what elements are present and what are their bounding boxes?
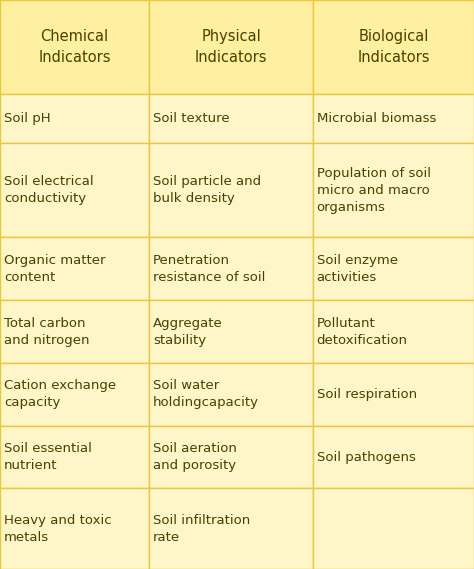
Text: Soil infiltration
rate: Soil infiltration rate [153, 514, 250, 544]
Bar [149, 489, 313, 569]
Text: Soil enzyme
activities: Soil enzyme activities [317, 254, 398, 284]
Text: Soil particle and
bulk density: Soil particle and bulk density [153, 175, 261, 205]
Text: Soil essential
nutrient: Soil essential nutrient [4, 442, 91, 472]
Bar [149, 237, 313, 300]
Text: Soil water
holdingcapacity: Soil water holdingcapacity [153, 380, 259, 409]
Text: Soil pathogens: Soil pathogens [317, 451, 416, 464]
Text: Microbial biomass: Microbial biomass [317, 112, 436, 125]
Bar [313, 237, 474, 300]
Text: Soil pH: Soil pH [4, 112, 50, 125]
Text: Physical
Indicators: Physical Indicators [195, 29, 267, 65]
Bar [313, 0, 474, 94]
Bar [0, 237, 149, 300]
Text: Total carbon
and nitrogen: Total carbon and nitrogen [4, 316, 89, 347]
Bar [149, 94, 313, 143]
Bar [149, 0, 313, 94]
Bar [0, 143, 149, 237]
Bar [149, 300, 313, 363]
Text: Cation exchange
capacity: Cation exchange capacity [4, 380, 116, 409]
Text: Organic matter
content: Organic matter content [4, 254, 105, 284]
Bar [0, 94, 149, 143]
Text: Soil aeration
and porosity: Soil aeration and porosity [153, 442, 237, 472]
Bar [313, 94, 474, 143]
Text: Chemical
Indicators: Chemical Indicators [38, 29, 111, 65]
Text: Aggregate
stability: Aggregate stability [153, 316, 223, 347]
Text: Penetration
resistance of soil: Penetration resistance of soil [153, 254, 265, 284]
Text: Biological
Indicators: Biological Indicators [357, 29, 429, 65]
Bar [149, 143, 313, 237]
Bar [0, 363, 149, 426]
Bar [313, 300, 474, 363]
Bar [313, 426, 474, 489]
Text: Pollutant
detoxification: Pollutant detoxification [317, 316, 408, 347]
Text: Heavy and toxic
metals: Heavy and toxic metals [4, 514, 111, 544]
Bar [313, 363, 474, 426]
Bar [149, 363, 313, 426]
Bar [0, 300, 149, 363]
Bar [313, 143, 474, 237]
Text: Soil texture: Soil texture [153, 112, 230, 125]
Text: Soil respiration: Soil respiration [317, 388, 417, 401]
Bar [313, 489, 474, 569]
Bar [149, 426, 313, 489]
Text: Population of soil
micro and macro
organisms: Population of soil micro and macro organ… [317, 167, 431, 214]
Bar [0, 0, 149, 94]
Bar [0, 489, 149, 569]
Text: Soil electrical
conductivity: Soil electrical conductivity [4, 175, 93, 205]
Bar [0, 426, 149, 489]
